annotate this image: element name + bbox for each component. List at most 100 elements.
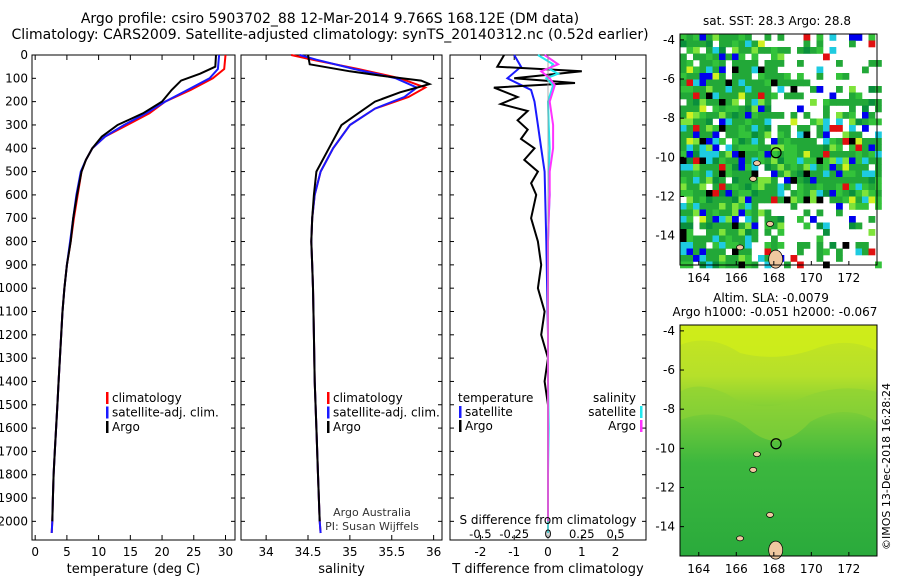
sst-pixel <box>836 157 843 165</box>
top-axis-tick-label: -0.25 <box>499 527 529 541</box>
sst-pixel <box>797 47 804 54</box>
sst-pixel <box>732 170 739 178</box>
sst-pixel <box>712 47 720 54</box>
sst-pixel <box>712 222 720 230</box>
y-tick-label: 1800 <box>0 468 28 482</box>
sst-pixel <box>803 222 811 230</box>
sst-pixel <box>732 40 739 48</box>
sst-pixel <box>790 196 798 204</box>
lon-tick-label: 164 <box>687 562 710 576</box>
sst-pixel <box>719 86 726 93</box>
sst-pixel <box>829 151 837 158</box>
sst-pixel <box>771 60 778 67</box>
sst-pixel <box>855 203 863 210</box>
chart-title-line1: Argo profile: csiro 5903702_88 12-Mar-20… <box>80 11 580 27</box>
sst-pixel <box>836 118 843 126</box>
sst-pixel <box>699 248 707 256</box>
sst-pixel <box>790 112 798 119</box>
sst-pixel <box>868 112 876 119</box>
sst-pixel <box>686 79 694 87</box>
sst-pixel <box>771 73 778 80</box>
sst-pixel <box>693 235 700 243</box>
sst-pixel <box>686 216 694 223</box>
sst-pixel <box>810 99 817 106</box>
sst-pixel <box>738 86 746 93</box>
sst-pixel <box>777 157 785 165</box>
sst-pixel <box>764 99 772 106</box>
y-tick-label: 700 <box>5 211 28 225</box>
sst-pixel <box>797 79 804 87</box>
sst-pixel <box>719 53 726 61</box>
sst-pixel <box>823 183 830 191</box>
sst-pixel <box>842 73 850 80</box>
sst-pixel <box>849 86 856 93</box>
sst-pixel <box>855 164 863 171</box>
sst-pixel <box>751 222 759 230</box>
sst-pixel <box>699 203 707 210</box>
sst-pixel <box>706 118 713 126</box>
difference-panel: -2 -1 0 1 2 T difference from climatology S di… <box>449 54 647 577</box>
y-tick-label: 1400 <box>0 374 28 388</box>
sst-pixel <box>699 222 707 230</box>
sst-pixel <box>732 242 739 249</box>
sst-pixel <box>693 125 700 132</box>
sst-pixel <box>816 151 824 158</box>
sst-pixel <box>771 112 778 119</box>
sst-pixel <box>712 216 720 223</box>
sst-pixel <box>764 144 772 152</box>
sst-pixel <box>686 112 694 119</box>
sst-pixel <box>719 255 726 262</box>
sst-pixel <box>706 255 713 262</box>
lat-tick-label: -10 <box>655 150 675 164</box>
sst-pixel <box>725 99 733 106</box>
legend-label: climatology <box>112 391 182 405</box>
sst-pixel <box>829 190 837 197</box>
sst-pixel <box>803 151 811 158</box>
sst-pixel <box>758 47 765 54</box>
sst-pixel <box>732 144 739 152</box>
sst-pixel <box>862 157 869 165</box>
sst-pixel <box>849 118 856 126</box>
sst-pixel <box>810 164 817 171</box>
sst-pixel <box>777 53 785 61</box>
sst-pixel <box>686 60 694 67</box>
sst-pixel <box>706 66 713 74</box>
credit-line-2: PI: Susan Wijffels <box>325 520 419 533</box>
y-tick-label: 300 <box>5 118 28 132</box>
sst-pixel <box>719 79 726 87</box>
sst-pixel <box>862 190 869 197</box>
lon-tick-label: 172 <box>837 271 860 285</box>
sst-pixel <box>745 164 752 171</box>
sst-pixel <box>855 157 863 165</box>
sst-pixel <box>699 131 707 139</box>
series-line-t-satellite <box>505 54 549 533</box>
sst-pixel <box>680 190 687 197</box>
sst-pixel <box>719 105 726 113</box>
sst-pixel <box>836 86 843 93</box>
sst-pixel <box>712 177 720 184</box>
sst-pixel <box>699 79 707 87</box>
sst-pixel <box>777 47 785 54</box>
sst-pixel <box>849 112 856 119</box>
sst-pixel <box>842 157 850 165</box>
sst-pixel <box>745 248 752 256</box>
sst-pixel <box>764 60 772 67</box>
sst-pixel <box>732 92 739 100</box>
sst-pixel <box>764 248 772 256</box>
legend-swatch <box>106 406 109 419</box>
y-tick-label: 1700 <box>0 444 28 458</box>
sst-pixel <box>686 190 694 197</box>
sst-pixel <box>751 183 759 191</box>
sst-pixel <box>797 170 804 178</box>
sst-pixel <box>680 151 687 158</box>
legend-swatch <box>640 406 643 418</box>
sst-pixel <box>855 131 863 139</box>
y-tick-label: 1900 <box>0 491 28 505</box>
sst-pixel <box>764 255 772 262</box>
sst-pixel <box>699 209 707 217</box>
sst-pixel <box>810 216 817 223</box>
sst-pixel <box>751 60 759 67</box>
lon-tick-label: 166 <box>725 271 748 285</box>
sst-pixel <box>738 66 746 74</box>
sst-pixel <box>745 196 752 204</box>
